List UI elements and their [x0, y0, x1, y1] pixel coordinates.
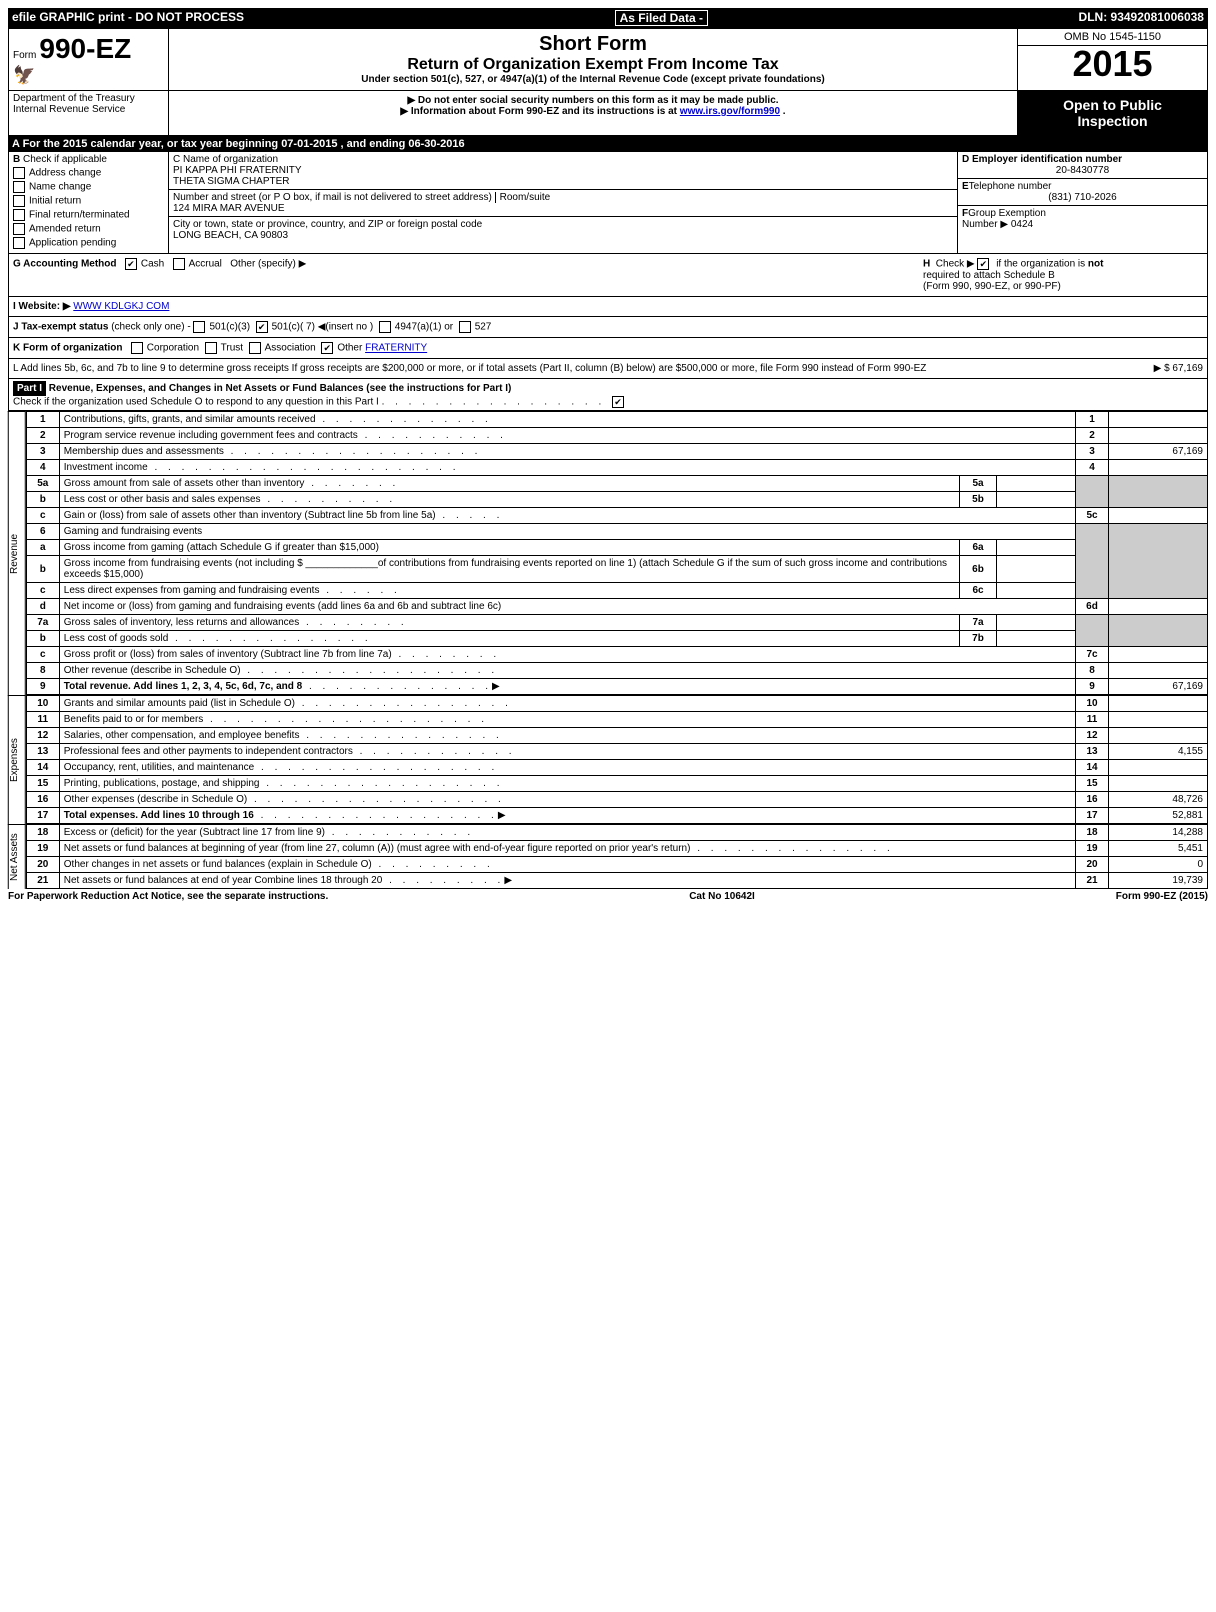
cat-number: Cat No 10642I	[689, 891, 755, 902]
net-assets-table: 18Excess or (deficit) for the year (Subt…	[26, 824, 1208, 889]
line13-amount: 4,155	[1109, 744, 1208, 760]
phone-value: (831) 710-2026	[962, 192, 1203, 203]
accounting-method: G Accounting Method ✔Cash Accrual Other …	[13, 258, 306, 292]
expenses-label: Expenses	[8, 695, 26, 824]
header-row2: Department of the Treasury Internal Reve…	[8, 91, 1208, 136]
cb-501c[interactable]: ✔	[256, 321, 268, 333]
line21-amount: 19,739	[1109, 873, 1208, 889]
line20-amount: 0	[1109, 857, 1208, 873]
efile-label: efile GRAPHIC print - DO NOT PROCESS	[12, 10, 244, 26]
ein-label: D Employer identification number	[962, 154, 1122, 165]
irs-link[interactable]: www.irs.gov/form990	[680, 106, 780, 117]
cb-application-pending[interactable]: Application pending	[13, 237, 164, 249]
cb-schedule-o[interactable]: ✔	[612, 396, 624, 408]
form-number: 990-EZ	[39, 33, 131, 64]
website-row: I Website: ▶ WWW KDLGKJ COM	[8, 297, 1208, 317]
dept-treasury: Department of the Treasury	[13, 93, 164, 104]
org-name-label: C Name of organization	[173, 154, 953, 165]
addr-label: Number and street (or P O box, if mail i…	[173, 192, 492, 203]
short-form-title: Short Form	[173, 33, 1013, 56]
dln-label: DLN: 93492081006038	[1079, 10, 1204, 26]
org-name-1: PI KAPPA PHI FRATERNITY	[173, 165, 953, 176]
revenue-section: Revenue 1Contributions, gifts, grants, a…	[8, 411, 1208, 695]
cb-address-change[interactable]: Address change	[13, 167, 164, 179]
line3-amount: 67,169	[1109, 444, 1208, 460]
revenue-table: 1Contributions, gifts, grants, and simil…	[26, 411, 1208, 695]
org-name-2: THETA SIGMA CHAPTER	[173, 176, 953, 187]
net-assets-section: Net Assets 18Excess or (deficit) for the…	[8, 824, 1208, 889]
expenses-section: Expenses 10Grants and similar amounts pa…	[8, 695, 1208, 824]
cb-assoc[interactable]	[249, 342, 261, 354]
city-label: City or town, state or province, country…	[173, 219, 953, 230]
website-link[interactable]: WWW KDLGKJ COM	[73, 301, 169, 312]
cb-cash[interactable]: ✔	[125, 258, 137, 270]
info-link-row: ▶ Information about Form 990-EZ and its …	[173, 106, 1013, 117]
form-header: Form 990-EZ 🦅 Short Form Return of Organ…	[8, 28, 1208, 91]
irs-label: Internal Revenue Service	[13, 104, 164, 115]
part1-title: Revenue, Expenses, and Changes in Net As…	[49, 383, 512, 394]
line19-amount: 5,451	[1109, 841, 1208, 857]
room-label: Room/suite	[495, 192, 551, 203]
paperwork-notice: For Paperwork Reduction Act Notice, see …	[8, 891, 328, 902]
line17-amount: 52,881	[1109, 808, 1208, 824]
cb-amended-return[interactable]: Amended return	[13, 223, 164, 235]
form-footer: For Paperwork Reduction Act Notice, see …	[8, 889, 1208, 904]
expenses-table: 10Grants and similar amounts paid (list …	[26, 695, 1208, 824]
revenue-label: Revenue	[8, 411, 26, 695]
other-org-value: FRATERNITY	[365, 343, 427, 354]
form-org-row: K Form of organization Corporation Trust…	[8, 338, 1208, 359]
cb-initial-return[interactable]: Initial return	[13, 195, 164, 207]
section-h: H Check ▶ ✔ if the organization is not r…	[923, 258, 1203, 292]
city-state-zip: LONG BEACH, CA 90803	[173, 230, 953, 241]
section-a-period: A For the 2015 calendar year, or tax yea…	[8, 136, 1208, 152]
cb-other-org[interactable]: ✔	[321, 342, 333, 354]
form-version: Form 990-EZ (2015)	[1116, 891, 1208, 902]
cb-4947[interactable]	[379, 321, 391, 333]
part1-header-row: Part I Revenue, Expenses, and Changes in…	[8, 379, 1208, 411]
return-title: Return of Organization Exempt From Incom…	[173, 56, 1013, 74]
cb-schedule-b[interactable]: ✔	[977, 258, 989, 270]
line16-amount: 48,726	[1109, 792, 1208, 808]
as-filed-label: As Filed Data -	[615, 10, 708, 26]
line9-amount: 67,169	[1109, 679, 1208, 695]
cb-name-change[interactable]: Name change	[13, 181, 164, 193]
org-info-grid: B Check if applicable Address change Nam…	[8, 152, 1208, 254]
ein-value: 20-8430778	[962, 165, 1203, 176]
eagle-icon: 🦅	[13, 65, 164, 86]
section-l-row: L Add lines 5b, 6c, and 7b to line 9 to …	[8, 359, 1208, 379]
tax-year: 2015	[1018, 46, 1207, 82]
street-address: 124 MIRA MAR AVENUE	[173, 203, 953, 214]
ssn-warning: ▶ Do not enter social security numbers o…	[173, 95, 1013, 106]
line18-amount: 14,288	[1109, 825, 1208, 841]
cb-accrual[interactable]	[173, 258, 185, 270]
part1-label: Part I	[13, 381, 46, 396]
top-bar: efile GRAPHIC print - DO NOT PROCESS As …	[8, 8, 1208, 28]
form-prefix: Form	[13, 50, 36, 61]
group-exemption-value: 0424	[1011, 219, 1033, 230]
cb-501c3[interactable]	[193, 321, 205, 333]
open-public-2: Inspection	[1020, 113, 1205, 129]
open-public-1: Open to Public	[1020, 97, 1205, 113]
cb-final-return[interactable]: Final return/terminated	[13, 209, 164, 221]
tax-exempt-row: J Tax-exempt status (check only one) - 5…	[8, 317, 1208, 338]
cb-corp[interactable]	[131, 342, 143, 354]
under-section: Under section 501(c), 527, or 4947(a)(1)…	[173, 74, 1013, 85]
gross-receipts-amount: 67,169	[1172, 363, 1203, 374]
net-assets-label: Net Assets	[8, 824, 26, 889]
cb-527[interactable]	[459, 321, 471, 333]
cb-trust[interactable]	[205, 342, 217, 354]
